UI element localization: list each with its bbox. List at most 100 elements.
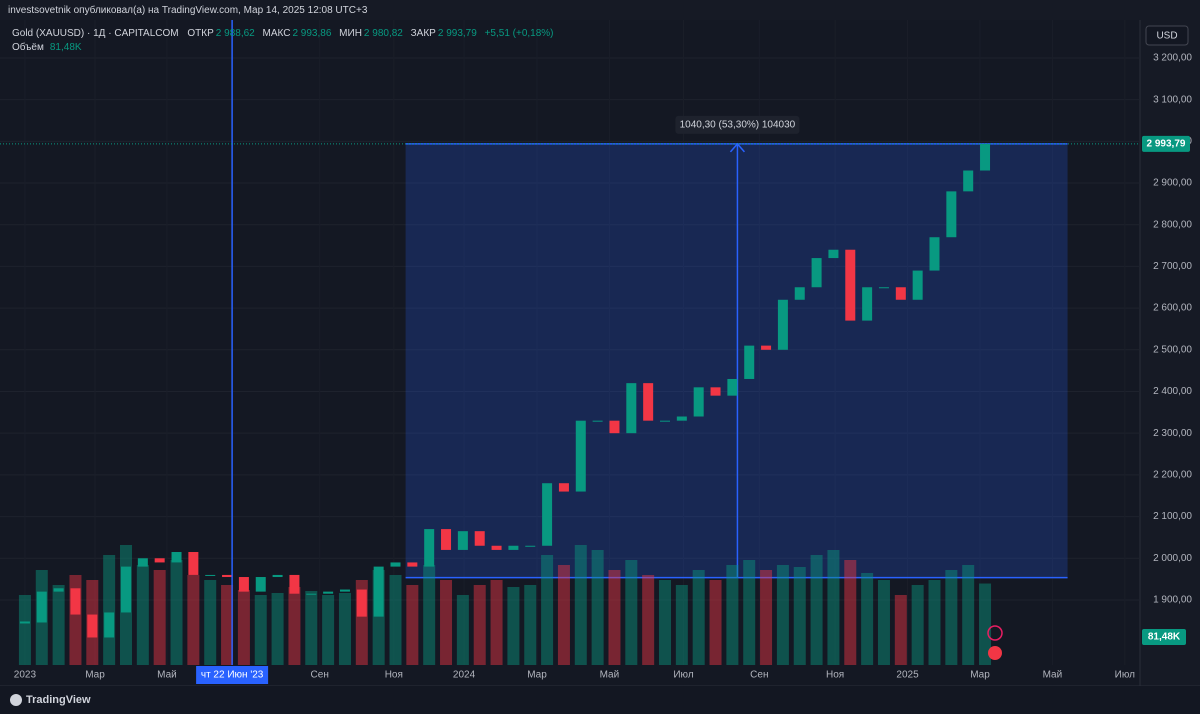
- volume-bar: [979, 583, 992, 665]
- candle: [862, 287, 873, 321]
- legend: Gold (XAUUSD) · 1Д · CAPITALCOM ОТКР 2 98…: [12, 28, 559, 39]
- volume-bar: [389, 575, 402, 665]
- volume-bar: [187, 575, 200, 665]
- candle: [609, 420, 620, 434]
- volume-bar: [776, 565, 789, 665]
- candle: [457, 531, 468, 550]
- volume-bar: [440, 580, 453, 665]
- volume-bar: [490, 580, 503, 665]
- footer-bar: [0, 686, 1200, 714]
- candle: [424, 529, 435, 567]
- x-tick-label: Сен: [311, 670, 329, 681]
- arrow-head: [729, 142, 745, 153]
- volume-bar: [760, 570, 773, 665]
- candle: [137, 558, 148, 567]
- event-icon[interactable]: [987, 625, 1003, 641]
- candle: [744, 345, 755, 379]
- volume-bar: [524, 585, 537, 665]
- y-tick-label: 2 200,00: [1153, 470, 1192, 481]
- candle: [323, 591, 334, 594]
- candle: [592, 420, 603, 422]
- candle: [87, 614, 98, 638]
- volume-bar: [254, 595, 267, 665]
- volume-bar: [945, 570, 958, 665]
- candle: [828, 249, 839, 259]
- measure-box: [405, 143, 1068, 578]
- candle: [356, 589, 367, 617]
- currency-button[interactable]: [1145, 25, 1189, 46]
- y-tick-label: 2 300,00: [1153, 428, 1192, 439]
- volume-bar: [271, 593, 284, 665]
- x-tick-label: Мар: [85, 670, 105, 681]
- y-tick-label: 1 900,00: [1153, 595, 1192, 606]
- candle: [154, 558, 165, 563]
- volume-bar: [675, 585, 688, 665]
- x-tick-label: Ноя: [826, 670, 844, 681]
- y-tick-label: 2 700,00: [1153, 261, 1192, 272]
- volume-bar: [221, 585, 234, 665]
- candle: [693, 387, 704, 417]
- currency: USD: [1156, 31, 1177, 42]
- candle: [845, 249, 856, 321]
- candle: [558, 483, 569, 492]
- candle: [710, 387, 721, 396]
- value: 2 993,86: [292, 28, 332, 39]
- symbol: Gold (XAUUSD) · 1Д · CAPITALCOM: [12, 28, 179, 39]
- volume-bar: [608, 570, 621, 665]
- volume-bar: [962, 565, 975, 665]
- volume-bar: [204, 580, 217, 665]
- x-tick-label: Май: [600, 670, 620, 681]
- label: Объём: [12, 42, 44, 53]
- candle: [222, 574, 233, 578]
- logo: [10, 694, 22, 706]
- label: ЗАКР: [410, 28, 436, 39]
- y-tick-label: 2 900,00: [1153, 178, 1192, 189]
- candle: [255, 577, 266, 592]
- candle: [491, 545, 502, 550]
- x-tick-label: Мар: [527, 670, 547, 681]
- candle: [542, 483, 553, 546]
- candle: [929, 237, 940, 271]
- volume-bar: [692, 570, 705, 665]
- value: 81,48K: [49, 42, 82, 53]
- volume-bar: [793, 567, 806, 665]
- candle: [339, 589, 350, 592]
- y-tick-label: 2 400,00: [1153, 386, 1192, 397]
- volume-bar: [659, 580, 671, 665]
- volume-bar: [591, 550, 604, 665]
- volume-bar: [103, 555, 116, 665]
- change: +5,51 (+0,18%): [484, 28, 554, 39]
- y-tick-label: 3 200,00: [1153, 53, 1192, 64]
- volume-bar: [810, 555, 823, 665]
- candle: [104, 612, 115, 638]
- candle: [36, 591, 47, 623]
- value: 2 980,82: [363, 28, 403, 39]
- candle: [575, 420, 586, 492]
- candle: [777, 299, 788, 350]
- volume-bar: [894, 595, 907, 665]
- candle: [289, 574, 300, 594]
- volume-bar: [877, 580, 890, 665]
- volume-legend: Объём 81,48K: [12, 42, 87, 53]
- volume-bar: [726, 565, 739, 665]
- candle: [205, 574, 216, 576]
- candle: [525, 545, 536, 547]
- candle: [811, 258, 822, 288]
- label: МАКС: [262, 28, 291, 39]
- volume-bar: [423, 565, 436, 665]
- label: МИН: [339, 28, 362, 39]
- candle: [676, 416, 687, 421]
- volume-bar: [305, 591, 318, 665]
- candle: [660, 420, 670, 422]
- volume-bar: [473, 585, 486, 665]
- volume-bar: [170, 560, 183, 665]
- y-tick-label: 2 800,00: [1153, 219, 1192, 230]
- candle: [474, 531, 485, 546]
- event-icon[interactable]: [988, 646, 1002, 660]
- volume-bar: [557, 565, 570, 665]
- x-tick-label: Мар: [970, 670, 990, 681]
- candle: [643, 383, 654, 421]
- x-tick-label: Сен: [750, 670, 768, 681]
- candle: [390, 562, 401, 567]
